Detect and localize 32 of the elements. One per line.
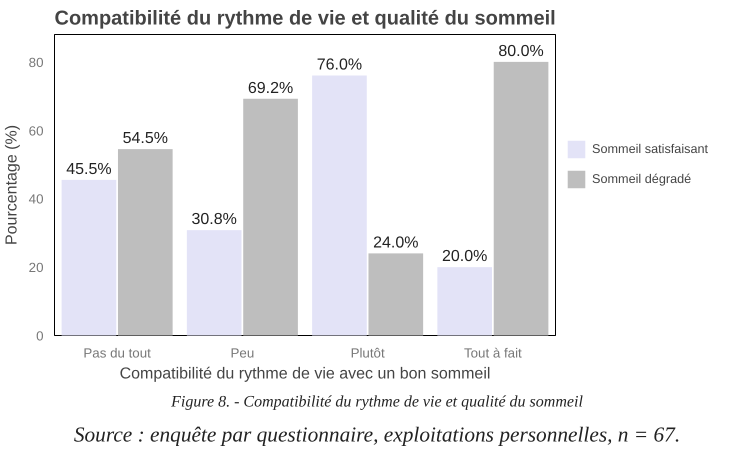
y-tick-label: 40 <box>28 192 44 207</box>
legend-label: Sommeil satisfaisant <box>592 142 708 156</box>
y-axis-title: Pourcentage (%) <box>4 124 21 246</box>
bar <box>437 267 492 336</box>
legend-label: Sommeil dégradé <box>592 172 692 186</box>
x-tick-label: Pas du tout <box>83 346 152 360</box>
bar <box>186 230 242 336</box>
data-label: 69.2% <box>248 80 294 97</box>
bar <box>62 180 116 336</box>
bar <box>312 76 367 336</box>
data-label: 30.8% <box>192 211 237 228</box>
x-tick-label: Peu <box>230 346 254 360</box>
y-tick-label: 60 <box>28 123 44 138</box>
chart-title: Compatibilité du rythme de vie et qualité du sommeil <box>54 8 556 30</box>
bar <box>243 98 298 336</box>
data-label: 76.0% <box>316 56 362 74</box>
y-tick-label: 80 <box>28 54 44 70</box>
caption: Figure 8. - Compatibilité du rythme de vie et qualité du sommeil <box>170 393 584 410</box>
data-label: 24.0% <box>373 234 418 252</box>
data-label: 54.5% <box>122 130 168 148</box>
data-label: 45.5% <box>66 160 112 178</box>
x-tick-label: Plutôt <box>350 346 385 360</box>
y-tick-label: 20 <box>28 260 44 276</box>
bar <box>494 62 548 336</box>
bar <box>118 149 173 336</box>
source-note: Source : enquête par questionnaire, exploitations personnelles, n = 67. <box>74 422 680 446</box>
x-axis-title: Compatibilité du rythme de vie avec un bon sommeil <box>120 366 490 382</box>
data-label: 80.0% <box>498 42 544 60</box>
x-tick-label: Tout à fait <box>464 346 522 360</box>
y-tick-label: 0 <box>36 328 44 344</box>
data-label: 20.0% <box>442 248 488 266</box>
bar <box>368 253 424 336</box>
